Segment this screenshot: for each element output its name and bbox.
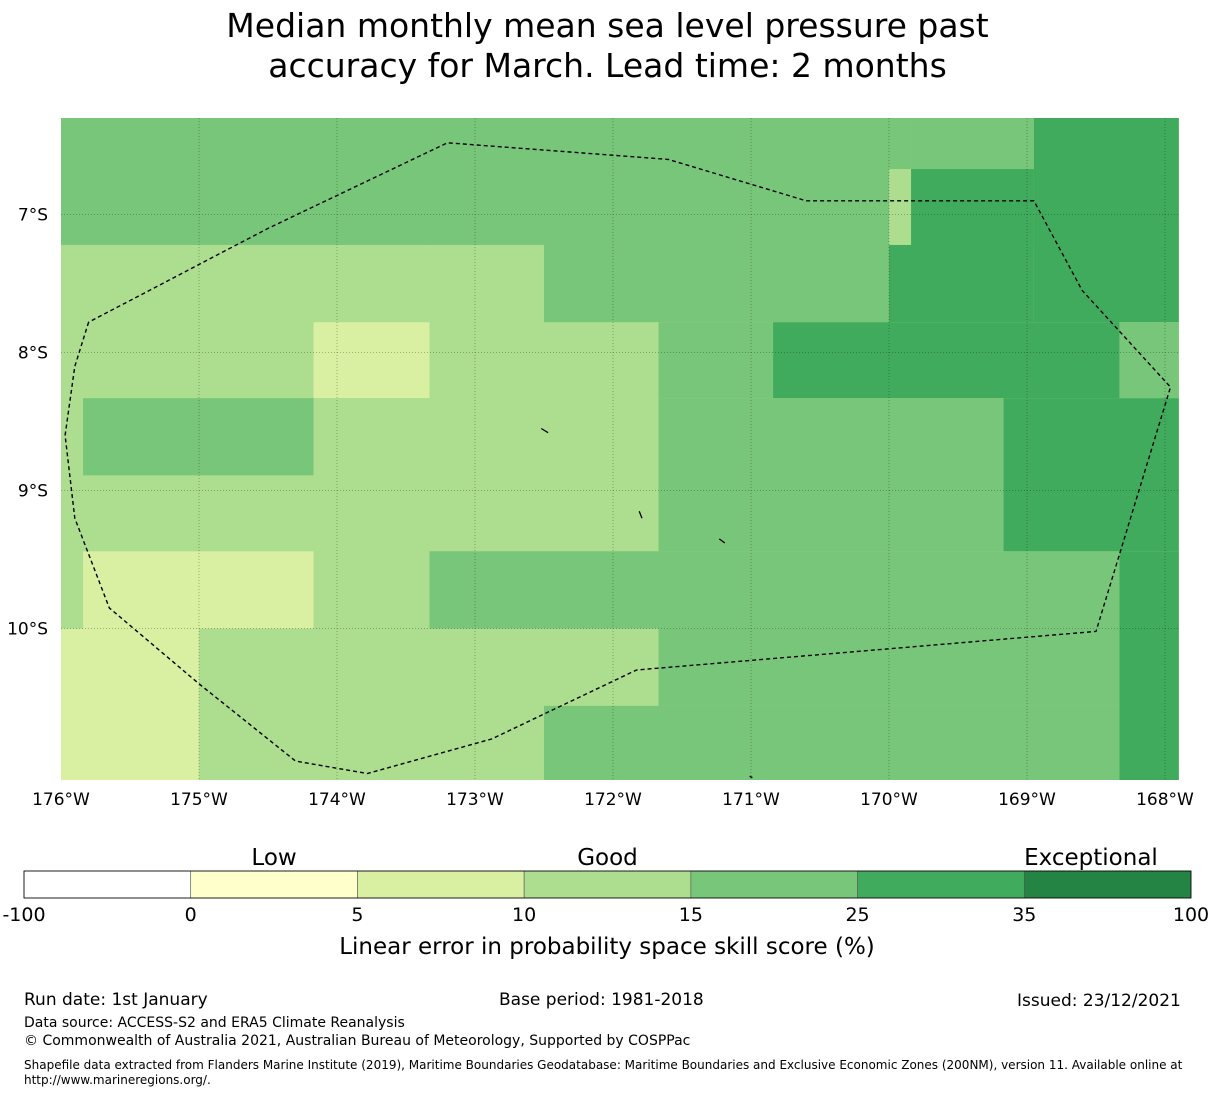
copyright: © Commonwealth of Australia 2021, Austra… (24, 1033, 691, 1049)
y-axis-ticks: 7°S 8°S 9°S 10°S (7, 206, 48, 640)
colorbar-segment-1 (190, 870, 358, 899)
map-cell-20 (1003, 398, 1179, 552)
x-tick-label-6: 170°W (860, 790, 918, 810)
map-cell-14 (1119, 322, 1179, 399)
map-cell-0 (61, 118, 430, 245)
colorbar-segment-5 (857, 870, 1025, 899)
x-tick-label-1: 175°W (170, 790, 228, 810)
y-tick-label-3: 10°S (7, 620, 48, 640)
map-cell-6 (889, 244, 1034, 323)
shapefile-credit-line1: Shapefile data extracted from Flanders M… (24, 1058, 1183, 1072)
y-tick-label-2: 9°S (18, 482, 48, 502)
map-cell-8 (544, 244, 889, 323)
island-3 (749, 775, 753, 779)
map-cell-28 (199, 705, 544, 780)
base-period: Base period: 1981-2018 (499, 990, 704, 1010)
map-cell-29 (544, 705, 1120, 780)
colorbar-tick-label-4: 15 (679, 904, 703, 926)
colorbar: -100 0 5 10 15 25 35 100 Low Good Exceptional Linea… (2, 845, 1209, 960)
map-cell-7 (61, 244, 544, 323)
map-cell-27 (199, 628, 659, 706)
island-1 (638, 511, 643, 519)
map-cell-13 (773, 322, 1120, 399)
colorbar-tick-label-7: 100 (1173, 904, 1209, 926)
colorbar-tick-label-5: 25 (845, 904, 869, 926)
colorbar-category-low: Low (251, 845, 296, 871)
map-cell-24 (429, 551, 1120, 629)
colorbar-label: Linear error in probability space skill … (339, 934, 875, 960)
shapefile-credit: Shapefile data extracted from Flanders M… (24, 1058, 1204, 1088)
map-cell-22 (83, 551, 314, 629)
colorbar-tick-label-2: 5 (351, 904, 363, 926)
chart-title-line2: accuracy for March. Lead time: 2 months (268, 46, 947, 85)
run-date: Run date: 1st January (24, 990, 208, 1010)
chart-title-line1: Median monthly mean sea level pressure p… (226, 6, 989, 45)
islands (540, 427, 753, 779)
x-tick-label-3: 173°W (446, 790, 504, 810)
x-tick-label-0: 176°W (32, 790, 90, 810)
colorbar-category-good: Good (577, 845, 638, 871)
x-tick-label-5: 171°W (722, 790, 780, 810)
colorbar-segment-0 (23, 870, 192, 899)
x-tick-label-8: 168°W (1136, 790, 1194, 810)
colorbar-tick-label-3: 10 (512, 904, 536, 926)
colorbar-category-exceptional: Exceptional (1024, 845, 1158, 871)
map-cell-26 (61, 628, 199, 780)
map-cell-17 (313, 398, 659, 552)
map-cell-1 (429, 118, 912, 170)
map-cell-9 (61, 322, 314, 399)
shapefile-credit-line2: http://www.marineregions.org/. (24, 1073, 211, 1087)
map-cell-25 (1119, 551, 1179, 780)
colorbar-segment-6 (1023, 870, 1192, 899)
island-0 (540, 427, 549, 434)
map-cell-19 (658, 398, 1004, 552)
map-cell-12 (658, 322, 774, 399)
eez-boundary-line (64, 142, 1172, 775)
colorbar-tick-label-0: -100 (2, 904, 45, 926)
colorbar-segment-4 (690, 870, 858, 899)
map-cell-16 (83, 398, 314, 476)
map-cell-21 (61, 551, 84, 629)
chart-title: Median monthly mean sea level pressure p… (0, 6, 1215, 86)
y-tick-label-1: 8°S (18, 344, 48, 364)
x-tick-label-4: 172°W (584, 790, 642, 810)
map-cell-23 (313, 551, 430, 629)
map-cell-5 (429, 169, 889, 245)
colorbar-segment-3 (523, 870, 692, 899)
x-tick-label-2: 174°W (308, 790, 366, 810)
map-cell-10 (313, 322, 430, 399)
issued-date: Issued: 23/12/2021 (1017, 991, 1181, 1011)
map-cells (61, 118, 1179, 780)
colorbar-frame (23, 870, 1192, 899)
eez-boundary (64, 142, 1172, 775)
island-2 (718, 538, 726, 544)
y-tick-label-0: 7°S (18, 206, 48, 226)
map-cell-30 (658, 628, 1120, 706)
map-cell-4 (911, 169, 1034, 245)
data-source: Data source: ACCESS-S2 and ERA5 Climate … (24, 1015, 405, 1031)
colorbar-segment-2 (357, 870, 525, 899)
map-cell-11 (429, 322, 659, 399)
map-gridlines (61, 118, 1179, 780)
map-cell-3 (1033, 118, 1179, 323)
colorbar-tick-label-6: 35 (1012, 904, 1036, 926)
map-cell-18 (61, 475, 314, 552)
map-cell-15 (61, 398, 84, 476)
colorbar-tick-label-1: 0 (185, 904, 197, 926)
x-axis-ticks: 176°W 175°W 174°W 173°W 172°W 171°W 170°W 169°W… (32, 790, 1194, 810)
x-tick-label-7: 169°W (998, 790, 1056, 810)
